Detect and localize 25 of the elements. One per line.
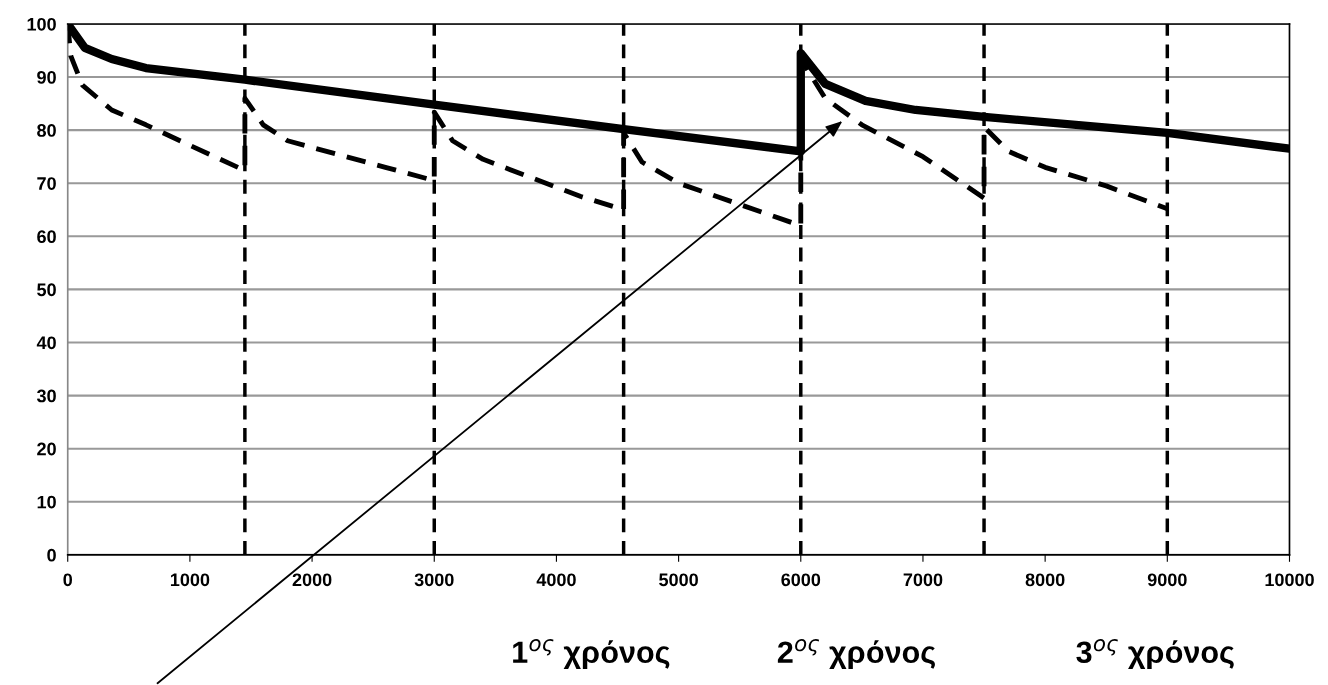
text: 3$^{ος}$ χρόνος: [1076, 639, 1234, 670]
y-tick-label: 50: [37, 283, 56, 297]
y-tick-label: 80: [37, 124, 56, 137]
x-tick-label: 4000: [536, 573, 576, 587]
text: 2$^{ος}$ χρόνος: [777, 639, 935, 670]
y-tick-label: 90: [37, 71, 56, 84]
x-tick-label: 6000: [781, 573, 821, 587]
x-tick-label: 1000: [170, 573, 210, 587]
y-tick-label: 70: [37, 177, 56, 190]
y-tick-label: 30: [36, 389, 56, 403]
text: 1$^{ος}$ χρόνος: [513, 639, 670, 670]
x-tick-label: 3000: [414, 573, 454, 587]
x-tick-label: 2000: [292, 573, 332, 587]
y-tick-label: 10: [37, 495, 56, 509]
y-tick-label: 40: [36, 336, 56, 350]
y-tick-label: 0: [47, 548, 56, 562]
x-tick-label: 7000: [903, 573, 943, 587]
x-tick-label: 10000: [1265, 573, 1314, 587]
x-tick-label: 0: [63, 573, 73, 587]
y-tick-label: 100: [27, 17, 56, 31]
x-tick-label: 8000: [1025, 573, 1065, 587]
x-tick-label: 5000: [659, 573, 698, 587]
y-tick-label: 20: [37, 442, 56, 456]
y-tick-label: 60: [37, 230, 56, 244]
x-tick-label: 9000: [1147, 573, 1187, 587]
